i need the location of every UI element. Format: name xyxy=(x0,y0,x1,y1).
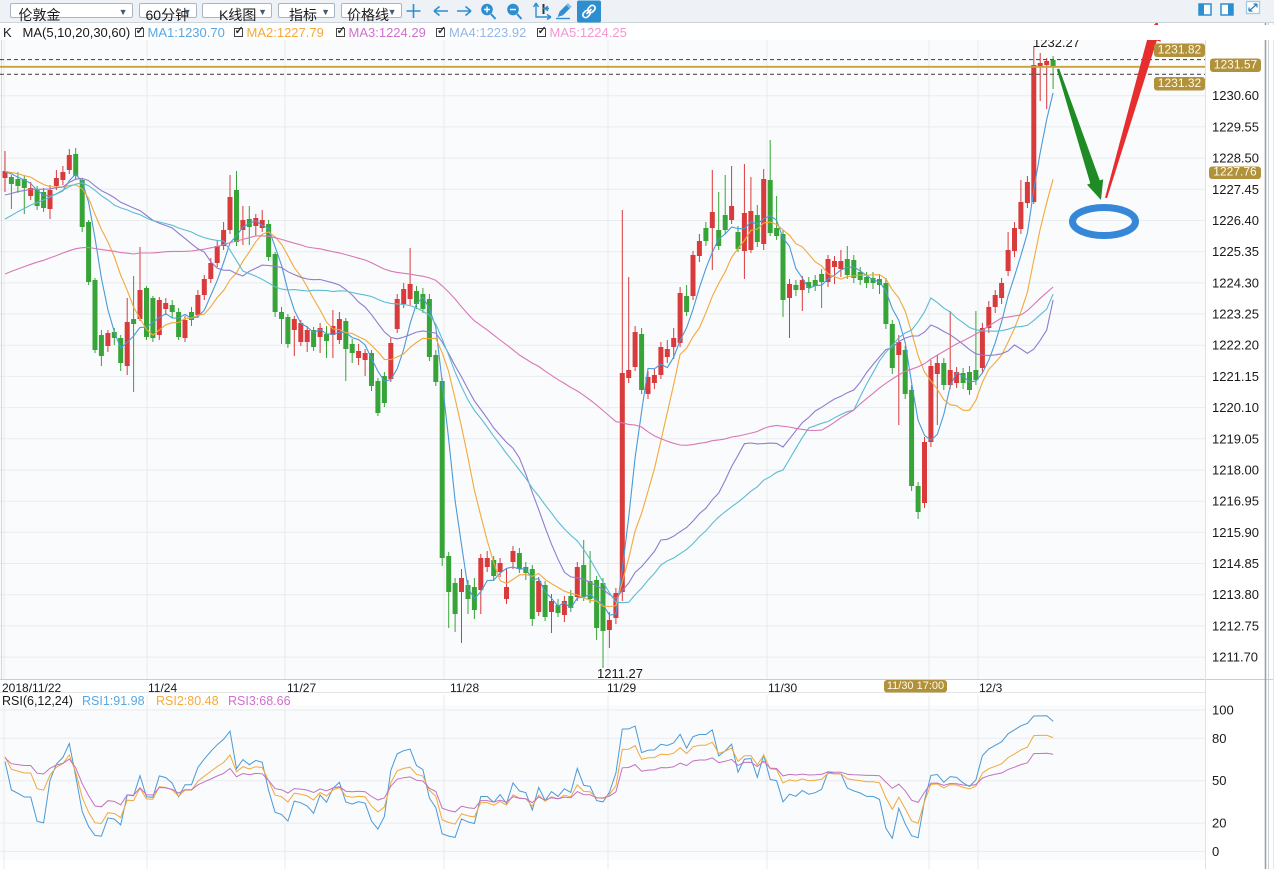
svg-text:1219.05: 1219.05 xyxy=(1212,431,1259,446)
svg-text:1227.76: 1227.76 xyxy=(1213,165,1257,179)
svg-text:1227.45: 1227.45 xyxy=(1212,182,1259,197)
svg-text:1221.15: 1221.15 xyxy=(1212,369,1259,384)
svg-text:1229.55: 1229.55 xyxy=(1212,119,1259,134)
svg-text:1216.95: 1216.95 xyxy=(1212,494,1259,509)
svg-text:1220.10: 1220.10 xyxy=(1212,400,1259,415)
svg-text:80: 80 xyxy=(1212,731,1226,746)
svg-text:100: 100 xyxy=(1212,703,1234,718)
svg-text:1231.57: 1231.57 xyxy=(1214,58,1258,72)
svg-text:50: 50 xyxy=(1212,773,1226,788)
svg-text:1224.30: 1224.30 xyxy=(1212,275,1259,290)
svg-text:1225.35: 1225.35 xyxy=(1212,244,1259,259)
svg-text:1214.85: 1214.85 xyxy=(1212,556,1259,571)
svg-text:20: 20 xyxy=(1212,816,1226,831)
svg-text:1211.27: 1211.27 xyxy=(597,666,643,681)
svg-text:1231.82: 1231.82 xyxy=(1158,43,1202,57)
svg-text:1223.25: 1223.25 xyxy=(1212,307,1259,322)
svg-text:1231.32: 1231.32 xyxy=(1158,76,1202,90)
svg-text:0: 0 xyxy=(1212,844,1219,859)
svg-text:1215.90: 1215.90 xyxy=(1212,525,1259,540)
svg-text:1213.80: 1213.80 xyxy=(1212,587,1259,602)
svg-text:11/30 17:00: 11/30 17:00 xyxy=(887,680,944,692)
svg-text:1230.60: 1230.60 xyxy=(1212,88,1259,103)
svg-text:1226.40: 1226.40 xyxy=(1212,213,1259,228)
svg-text:1212.75: 1212.75 xyxy=(1212,618,1259,633)
svg-text:1222.20: 1222.20 xyxy=(1212,338,1259,353)
svg-text:1211.70: 1211.70 xyxy=(1212,650,1258,665)
svg-text:1218.00: 1218.00 xyxy=(1212,463,1259,478)
svg-text:1228.50: 1228.50 xyxy=(1212,151,1259,166)
